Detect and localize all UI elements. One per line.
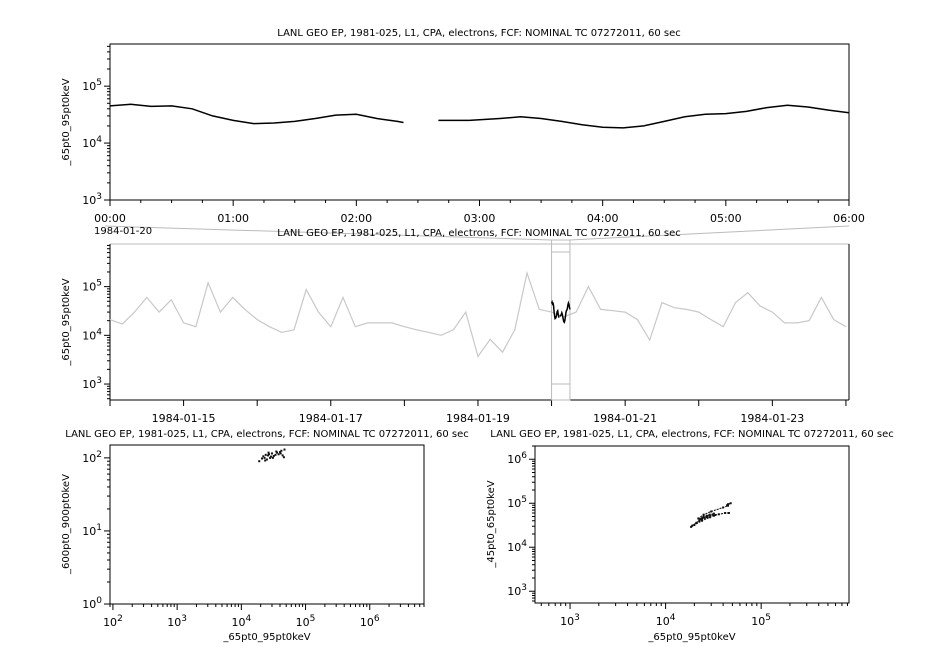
scatter-point [272, 455, 275, 458]
zoom-connector-left [104, 225, 552, 241]
zoom-connector-right [569, 225, 850, 241]
chart-title-2: LANL GEO EP, 1981-025, L1, CPA, electron… [277, 228, 680, 239]
scatter-point [275, 450, 278, 453]
date-label: 1984-01-20 [94, 226, 152, 237]
scatter-point [722, 506, 725, 509]
scatter-point [712, 514, 715, 517]
x-tick-label: 1984-01-19 [446, 412, 510, 425]
y-axis-label-1: _65pt0_95pt0keV [61, 78, 72, 166]
scatter-point [261, 457, 264, 460]
scatter-point [276, 451, 279, 454]
scatter-point [700, 517, 703, 520]
scatter-point [271, 456, 274, 459]
zoomed-series-line [550, 299, 571, 324]
scatter-point [705, 515, 708, 518]
scatter-point [283, 448, 286, 451]
scatter-point [270, 455, 273, 458]
scatter-point [693, 524, 696, 527]
scatter-point [695, 521, 698, 524]
plot-area [534, 445, 850, 604]
y-axis-label-2: _65pt0_95pt0keV [61, 278, 72, 366]
scatter-point [702, 513, 705, 516]
scatter-point [691, 524, 694, 527]
scatter-point [280, 449, 283, 452]
scatter-point [727, 504, 730, 507]
scatter-point [702, 516, 705, 519]
x-tick-label: 00:00 [94, 212, 126, 225]
scatter-point [708, 516, 711, 519]
scatter-point [708, 513, 711, 516]
scatter-point [699, 517, 702, 520]
scatter-point [710, 510, 713, 513]
x-tick-label: 05:00 [710, 212, 742, 225]
zoom-context-lines [104, 225, 850, 241]
scatter-point [697, 517, 700, 520]
scatter-point [258, 460, 261, 463]
scatter-point [714, 514, 717, 517]
scatter-point [264, 459, 267, 462]
scatter-point [269, 456, 272, 459]
scatter-point [724, 511, 727, 514]
x-axis-label-3: _65pt0_95pt0keV [222, 632, 310, 643]
scatter-point [727, 503, 730, 506]
scatter-point [717, 513, 720, 516]
y-axis-label-3: _600pt0_900pt0keV [61, 474, 72, 575]
scatter-point [266, 454, 269, 457]
scatter-point [270, 452, 273, 455]
scatter-point [268, 453, 271, 456]
scatter-point [698, 519, 701, 522]
scatter-point [277, 453, 280, 456]
scatter-point [282, 456, 285, 459]
scatter-point [712, 512, 715, 515]
scatter-point [281, 454, 284, 457]
chart-title-1: LANL GEO EP, 1981-025, L1, CPA, electron… [277, 28, 680, 39]
scatter-point [729, 502, 732, 505]
plot-area [109, 444, 425, 605]
x-tick-label: 04:00 [587, 212, 619, 225]
x-tick-label: 1984-01-15 [152, 412, 216, 425]
scatter-point [711, 513, 714, 516]
context-series-line [109, 270, 847, 358]
scatter-point [274, 453, 277, 456]
x-tick-label: 06:00 [833, 212, 865, 225]
scatter-point [267, 451, 270, 454]
scatter-point [279, 452, 282, 455]
scatter-point [264, 453, 267, 456]
series-line [109, 103, 850, 129]
x-axis-label-4: _65pt0_95pt0keV [647, 632, 735, 643]
x-tick-label: 1984-01-21 [593, 412, 657, 425]
scatter-point [278, 451, 281, 454]
x-tick-label: 1984-01-23 [740, 412, 804, 425]
scatter-point [265, 458, 268, 461]
chart-title-3: LANL GEO EP, 1981-025, L1, CPA, electron… [65, 429, 468, 440]
scatter-point [263, 456, 266, 459]
scatter-point [700, 519, 703, 522]
x-tick-label: 03:00 [464, 212, 496, 225]
scatter-point [727, 511, 730, 514]
x-tick-label: 1984-01-17 [299, 412, 363, 425]
chart-title-4: LANL GEO EP, 1981-025, L1, CPA, electron… [490, 429, 893, 440]
zoom-range-box [551, 239, 571, 401]
scatter-point [690, 525, 693, 528]
x-tick-label: 01:00 [217, 212, 249, 225]
x-tick-label: 02:00 [340, 212, 372, 225]
scatter-point [262, 455, 265, 458]
y-axis-label-4: _45pt0_65pt0keV [486, 480, 497, 568]
